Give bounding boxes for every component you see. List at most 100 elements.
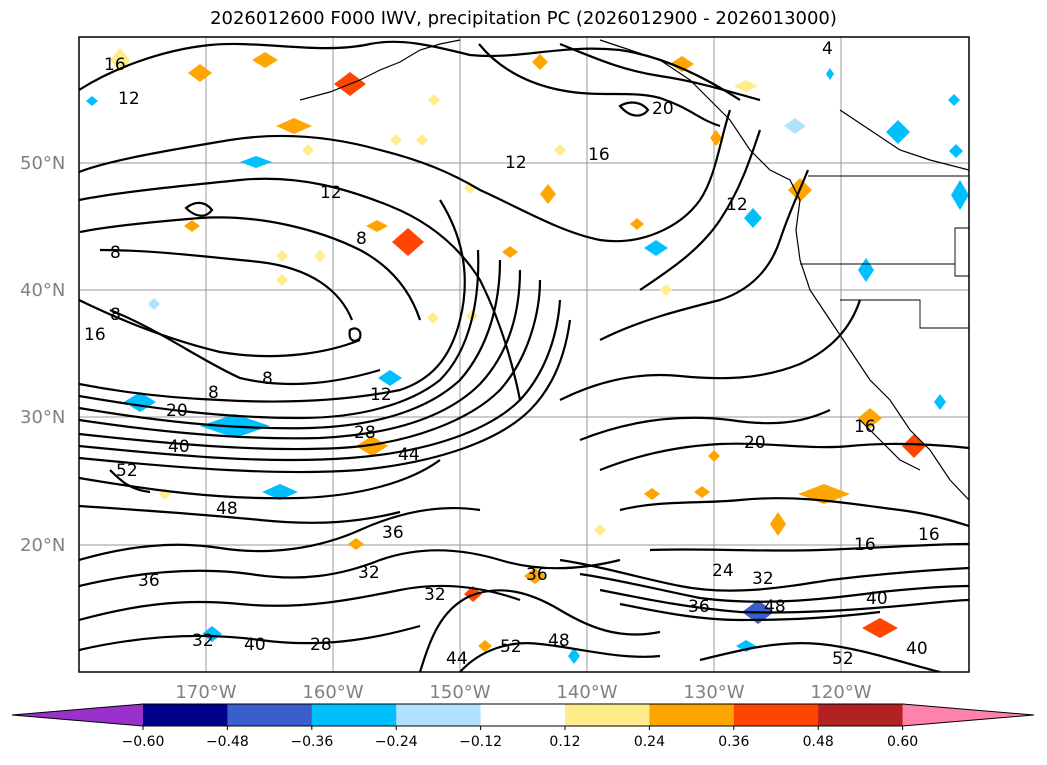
contour-label: 16 — [854, 417, 876, 437]
contour-line — [619, 497, 969, 528]
contour-label: 52 — [116, 461, 138, 481]
contour-label: 20 — [166, 401, 188, 421]
contour-line — [109, 308, 381, 386]
contour-line — [79, 549, 621, 588]
contour-label: 16 — [84, 325, 106, 345]
contour-label: 32 — [358, 563, 380, 583]
precip-cell — [670, 56, 694, 72]
lon-label: 160°W — [302, 682, 363, 703]
contour-line — [559, 558, 969, 592]
colorbar-tick-label: 0.12 — [549, 734, 580, 750]
contour-line — [478, 43, 721, 128]
precip-cell — [734, 80, 758, 92]
precip-cell — [348, 538, 364, 550]
contour-line — [599, 169, 810, 341]
coastline — [859, 419, 921, 471]
precip-cell — [660, 284, 672, 296]
lon-label: 140°W — [556, 682, 617, 703]
precip-cell — [934, 394, 946, 410]
colorbar-tick-label: −0.48 — [206, 734, 249, 750]
precip-cell — [694, 486, 710, 498]
colorbar-extend-low — [12, 704, 143, 726]
colorbar-tick-label: −0.36 — [290, 734, 333, 750]
colorbar-segment — [565, 704, 650, 726]
lon-label: 170°W — [175, 682, 236, 703]
contour-label: 12 — [370, 385, 392, 405]
precip-cell — [630, 218, 644, 230]
coastline — [599, 39, 969, 501]
contour-line — [579, 409, 831, 442]
contour-label: 12 — [505, 153, 527, 173]
precip-cell — [478, 640, 492, 652]
border-line — [840, 299, 969, 329]
precip-cell — [428, 94, 440, 106]
precip-cell — [708, 450, 720, 462]
precip-cell — [770, 512, 786, 536]
contour-line — [79, 269, 522, 440]
contour-label: 28 — [354, 423, 376, 443]
map-frame — [78, 36, 970, 673]
contour-line — [79, 109, 732, 243]
contour-label: 36 — [138, 571, 160, 591]
contour-line — [699, 642, 941, 672]
precip-cell — [276, 250, 288, 262]
contour-line — [79, 299, 361, 358]
contour-label: 52 — [500, 637, 522, 657]
contour-label: 16 — [104, 55, 126, 75]
contour-line — [599, 442, 969, 472]
contour-labels: 16 12 12 16 20 4 12 8 8 8 16 8 8 12 12 2… — [84, 39, 940, 669]
contour-line — [79, 216, 422, 321]
contour-label: 40 — [244, 635, 266, 655]
contour-line — [184, 201, 214, 217]
colorbar-tick-label: 0.60 — [887, 734, 918, 750]
contour-label: 32 — [192, 631, 214, 651]
contour-line — [348, 327, 362, 342]
colorbar-segment — [649, 704, 735, 726]
contour-line — [99, 248, 354, 321]
colorbar-segment — [733, 704, 819, 726]
contour-line — [649, 542, 969, 552]
colorbar-tick-label: −0.12 — [459, 734, 502, 750]
precip-cell — [540, 184, 556, 204]
contour-label: 48 — [548, 631, 570, 651]
precip-cell — [392, 228, 424, 256]
contour-label: 40 — [906, 639, 928, 659]
precip-cell — [532, 54, 548, 70]
iwv-contours — [79, 40, 969, 672]
precip-shading — [86, 48, 969, 664]
precip-cell — [862, 618, 898, 638]
contour-label: 4 — [822, 39, 833, 59]
colorbar: −0.60 −0.48 −0.36 −0.24 −0.12 0.12 0.24 0.36 0.4… — [11, 703, 1035, 750]
colorbar-tick-label: −0.60 — [122, 734, 165, 750]
precip-cell — [784, 118, 806, 134]
contour-label: 28 — [310, 635, 332, 655]
contour-line — [79, 506, 481, 562]
contour-label: 12 — [118, 89, 140, 109]
contour-line — [619, 602, 881, 622]
colorbar-segment — [143, 704, 228, 726]
precip-cell — [378, 370, 402, 386]
lon-label: 120°W — [810, 682, 871, 703]
precip-cell — [356, 436, 388, 456]
contour-line — [559, 42, 761, 102]
precip-cell — [184, 220, 200, 232]
contour-line — [79, 40, 741, 101]
contour-label: 40 — [866, 589, 888, 609]
contour-line — [559, 299, 862, 401]
precip-cell — [240, 156, 272, 168]
precip-cell — [427, 312, 439, 324]
precip-cell — [148, 298, 160, 310]
precip-cell — [366, 220, 388, 232]
precip-cell — [502, 246, 518, 258]
contour-label: 12 — [320, 183, 342, 203]
contour-label: 36 — [382, 523, 404, 543]
contour-line — [79, 249, 480, 420]
contour-line — [79, 279, 542, 451]
contour-label: 8 — [208, 383, 219, 403]
contour-line — [79, 504, 401, 524]
lat-label: 30°N — [20, 407, 65, 428]
contour-line — [79, 584, 521, 622]
contour-label: 12 — [726, 195, 748, 215]
colorbar-segment — [396, 704, 482, 726]
